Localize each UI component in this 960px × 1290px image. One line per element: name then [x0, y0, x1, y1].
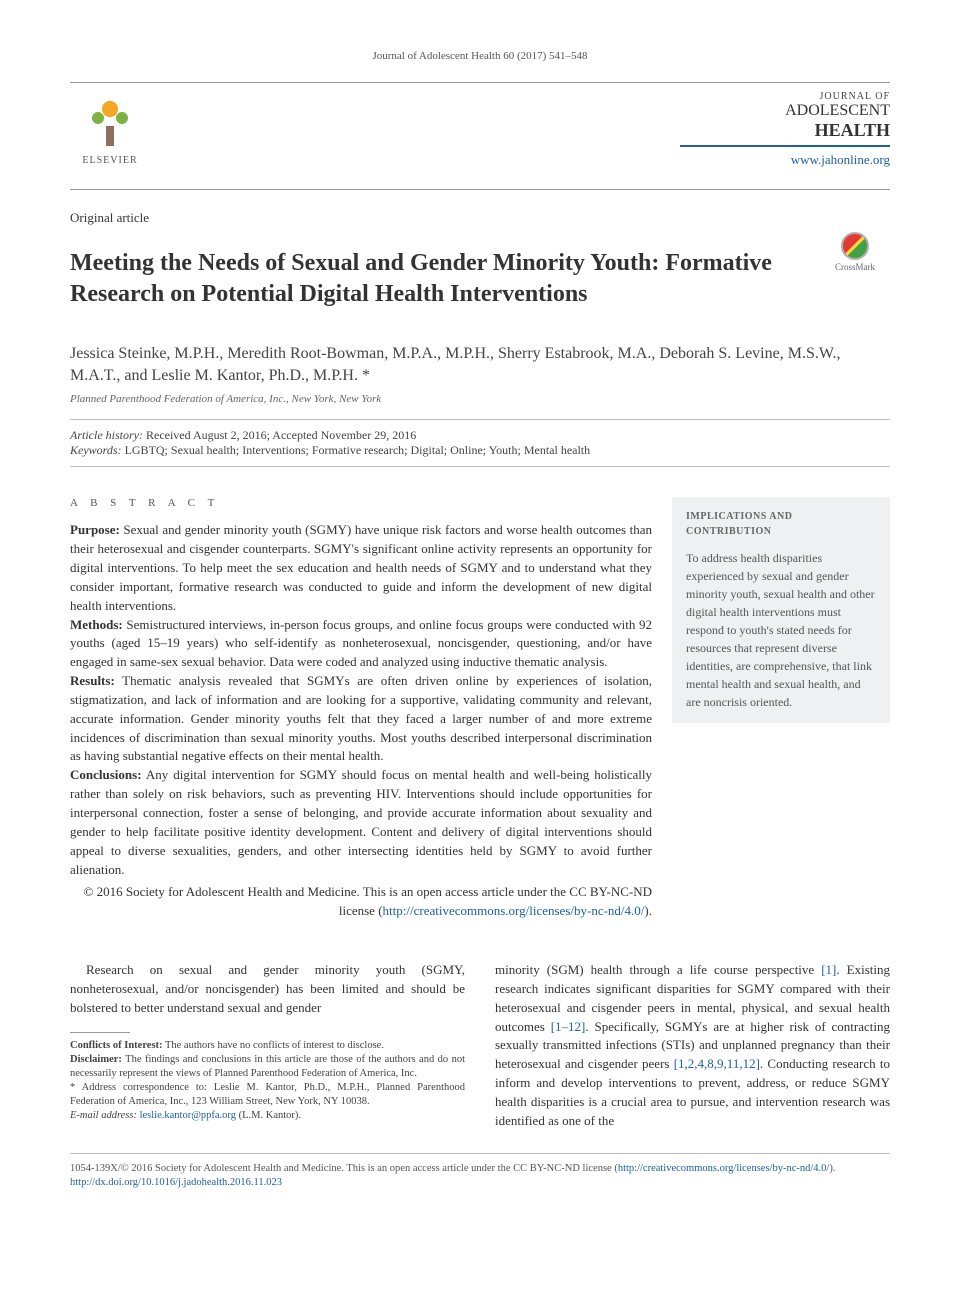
article-type: Original article: [70, 210, 890, 226]
top-rule: [70, 82, 890, 83]
journal-label: JOURNAL OF: [680, 91, 890, 102]
keywords: Keywords: LGBTQ; Sexual health; Interven…: [70, 443, 890, 458]
crossmark-label: CrossMark: [835, 262, 875, 272]
authors: Jessica Steinke, M.P.H., Meredith Root-B…: [70, 343, 890, 388]
col2-text-a: minority (SGM) health through a life cou…: [495, 962, 821, 977]
abstract-body: Purpose: Sexual and gender minority yout…: [70, 521, 652, 921]
page-footer: 1054-139X/© 2016 Society for Adolescent …: [70, 1153, 890, 1190]
copyright-close: ).: [644, 903, 652, 918]
journal-url-link[interactable]: www.jahonline.org: [791, 152, 890, 167]
page: Journal of Adolescent Health 60 (2017) 5…: [0, 0, 960, 1230]
sidebar-text: To address health disparities experience…: [686, 549, 876, 711]
footer-copyright-a: 1054-139X/© 2016 Society for Adolescent …: [70, 1163, 618, 1174]
footnote-correspondence: * Address correspondence to: Leslie M. K…: [70, 1081, 465, 1109]
doi-link[interactable]: http://dx.doi.org/10.1016/j.jadohealth.2…: [70, 1177, 282, 1188]
abstract-heading: A B S T R A C T: [70, 497, 652, 509]
footnote-rule: [70, 1032, 130, 1033]
footnotes: Conflicts of Interest: The authors have …: [70, 1039, 465, 1124]
intro-para-left: Research on sexual and gender minority y…: [70, 961, 465, 1018]
abstract-purpose: Purpose: Sexual and gender minority yout…: [70, 521, 652, 615]
results-label: Results:: [70, 673, 115, 688]
article-meta: Article history: Received August 2, 2016…: [70, 419, 890, 467]
email-tail: (L.M. Kantor).: [239, 1110, 301, 1121]
footer-copyright: 1054-139X/© 2016 Society for Adolescent …: [70, 1162, 890, 1176]
methods-text: Semistructured interviews, in-person foc…: [70, 617, 652, 670]
abstract-row: A B S T R A C T Purpose: Sexual and gend…: [70, 497, 890, 921]
ref-link-multi[interactable]: [1,2,4,8,9,11,12]: [674, 1056, 760, 1071]
conflicts-text: The authors have no conflicts of interes…: [165, 1040, 384, 1051]
body-col-left: Research on sexual and gender minority y…: [70, 961, 465, 1131]
ref-link-1-12[interactable]: [1–12]: [551, 1019, 586, 1034]
license-link[interactable]: http://creativecommons.org/licenses/by-n…: [383, 903, 645, 918]
elsevier-tree-icon: [80, 91, 140, 151]
history-text: Received August 2, 2016; Accepted Novemb…: [146, 428, 416, 442]
disclaimer-text: The findings and conclusions in this art…: [70, 1054, 465, 1079]
body-columns: Research on sexual and gender minority y…: [70, 961, 890, 1131]
history-label: Article history:: [70, 428, 143, 442]
results-text: Thematic analysis revealed that SGMYs ar…: [70, 673, 652, 763]
journal-block: JOURNAL OF ADOLESCENT HEALTH www.jahonli…: [680, 91, 890, 169]
body-col-right: minority (SGM) health through a life cou…: [495, 961, 890, 1131]
ref-link-1[interactable]: [1]: [821, 962, 836, 977]
crossmark-badge[interactable]: CrossMark: [820, 232, 890, 272]
affiliation: Planned Parenthood Federation of America…: [70, 393, 890, 405]
intro-para-right: minority (SGM) health through a life cou…: [495, 961, 890, 1131]
email-label: E-mail address:: [70, 1110, 137, 1121]
keywords-text: LGBTQ; Sexual health; Interventions; For…: [125, 443, 591, 457]
publisher-name: ELSEVIER: [82, 155, 137, 166]
purpose-text: Sexual and gender minority youth (SGMY) …: [70, 522, 652, 612]
abstract-methods: Methods: Semistructured interviews, in-p…: [70, 616, 652, 673]
disclaimer-label: Disclaimer:: [70, 1054, 122, 1065]
abstract-results: Results: Thematic analysis revealed that…: [70, 672, 652, 766]
footnote-email: E-mail address: leslie.kantor@ppfa.org (…: [70, 1109, 465, 1123]
publisher-logo: ELSEVIER: [70, 91, 150, 181]
conflicts-label: Conflicts of Interest:: [70, 1040, 163, 1051]
article-history: Article history: Received August 2, 2016…: [70, 428, 890, 443]
journal-name-line1: ADOLESCENT: [680, 102, 890, 120]
sidebar-heading: IMPLICATIONS AND CONTRIBUTION: [686, 509, 876, 539]
footer-copyright-b: ).: [829, 1163, 835, 1174]
masthead: ELSEVIER JOURNAL OF ADOLESCENT HEALTH ww…: [70, 91, 890, 190]
footer-license-link[interactable]: http://creativecommons.org/licenses/by-n…: [618, 1163, 830, 1174]
purpose-label: Purpose:: [70, 522, 120, 537]
implications-sidebar: IMPLICATIONS AND CONTRIBUTION To address…: [672, 497, 890, 723]
footnote-conflicts: Conflicts of Interest: The authors have …: [70, 1039, 465, 1053]
keywords-label: Keywords:: [70, 443, 122, 457]
crossmark-icon: [841, 232, 869, 260]
abstract-conclusions: Conclusions: Any digital intervention fo…: [70, 766, 652, 879]
article-title: Meeting the Needs of Sexual and Gender M…: [70, 248, 820, 310]
email-link[interactable]: leslie.kantor@ppfa.org: [140, 1110, 236, 1121]
conclusions-label: Conclusions:: [70, 767, 142, 782]
footnote-disclaimer: Disclaimer: The findings and conclusions…: [70, 1053, 465, 1081]
conclusions-text: Any digital intervention for SGMY should…: [70, 767, 652, 876]
title-row: Meeting the Needs of Sexual and Gender M…: [70, 232, 890, 327]
abstract-column: A B S T R A C T Purpose: Sexual and gend…: [70, 497, 652, 921]
abstract-copyright: © 2016 Society for Adolescent Health and…: [70, 883, 652, 921]
journal-name-line2: HEALTH: [680, 120, 890, 147]
methods-label: Methods:: [70, 617, 123, 632]
running-head: Journal of Adolescent Health 60 (2017) 5…: [70, 50, 890, 62]
